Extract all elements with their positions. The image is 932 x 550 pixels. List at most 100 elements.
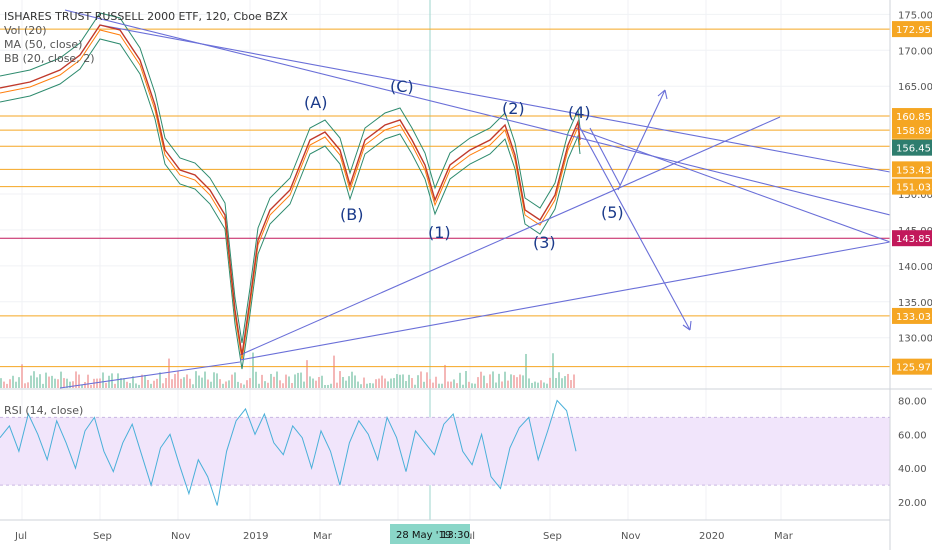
- volume-bar: [513, 375, 515, 388]
- volume-bar: [210, 381, 212, 388]
- volume-bar: [54, 378, 56, 388]
- volume-bar: [387, 381, 389, 388]
- volume-bar: [195, 371, 197, 388]
- volume-bar: [177, 371, 179, 388]
- volume-bar: [258, 383, 260, 388]
- volume-bar: [567, 373, 569, 388]
- level-badge: [892, 161, 932, 178]
- volume-bar: [6, 383, 8, 388]
- volume-bar: [351, 371, 353, 388]
- legend-volume[interactable]: Vol (20): [4, 24, 47, 37]
- volume-bar: [558, 372, 560, 388]
- volume-bar: [372, 383, 374, 388]
- level-badge: [892, 122, 932, 139]
- volume-bar: [321, 375, 323, 388]
- volume-bar: [540, 380, 542, 388]
- volume-bar: [378, 378, 380, 388]
- level-badge: [892, 307, 932, 324]
- volume-bar: [414, 384, 416, 388]
- level-badge: [892, 178, 932, 195]
- volume-bar: [270, 373, 272, 388]
- trendline: [99, 24, 891, 173]
- volume-bar: [183, 377, 185, 388]
- volume-bar: [225, 381, 227, 388]
- volume-bar: [66, 378, 68, 388]
- volume-bar: [423, 381, 425, 388]
- volume-bar: [408, 374, 410, 388]
- volume-bar: [537, 382, 539, 388]
- volume-bar: [213, 372, 215, 388]
- volume-bar: [180, 378, 182, 388]
- level-label: 151.03: [896, 183, 931, 194]
- volume-bar: [459, 372, 461, 388]
- volume-bar: [165, 378, 167, 388]
- volume-bar: [276, 371, 278, 388]
- volume-bar: [201, 377, 203, 388]
- wave-label: (3): [533, 233, 556, 252]
- volume-bar: [24, 383, 26, 388]
- x-tick-label: Mar: [774, 531, 794, 542]
- rsi-legend[interactable]: RSI (14, close): [4, 404, 84, 417]
- volume-bar: [234, 372, 236, 388]
- trendline: [589, 127, 621, 186]
- volume-bar: [516, 377, 518, 388]
- legend-ma[interactable]: MA (50, close): [4, 38, 83, 51]
- volume-bar: [453, 379, 455, 388]
- rsi-tick-label: 40.00: [898, 464, 927, 475]
- volume-bar: [405, 381, 407, 388]
- volume-bar: [546, 383, 548, 388]
- volume-bar: [33, 371, 35, 388]
- level-label: 133.03: [896, 312, 931, 323]
- volume-bar: [189, 378, 191, 388]
- volume-bar: [462, 384, 464, 388]
- volume-bar: [249, 378, 251, 388]
- volume-bar: [489, 374, 491, 388]
- volume-bar: [243, 384, 245, 388]
- volume-bar: [207, 379, 209, 388]
- volume-bar: [426, 372, 428, 388]
- volume-bar: [159, 372, 161, 388]
- volume-bar: [135, 383, 137, 388]
- arrow-head: [657, 89, 668, 100]
- volume-bar: [228, 380, 230, 388]
- volume-bar: [474, 383, 476, 388]
- current-price-badge: [892, 139, 932, 156]
- volume-bar: [483, 375, 485, 388]
- arrow-head: [682, 320, 692, 331]
- volume-bar: [429, 379, 431, 388]
- volume-bar: [375, 379, 377, 388]
- volume-bar: [57, 379, 59, 388]
- volume-bar: [69, 381, 71, 388]
- wave-labels: (A) (B) (C) (1) (2) (3) (4) (5): [304, 77, 624, 252]
- legend-bb[interactable]: BB (20, close, 2): [4, 52, 95, 65]
- volume-bar: [330, 383, 332, 388]
- volume-bar: [384, 378, 386, 388]
- volume-bar: [9, 379, 11, 388]
- wave-label: (A): [304, 93, 327, 112]
- volume-bar: [81, 384, 83, 388]
- volume-bar: [444, 364, 446, 388]
- trendlines: [59, 9, 891, 389]
- wave-label: (1): [428, 223, 451, 242]
- rsi-line: [0, 399, 577, 506]
- volume-bar: [561, 378, 563, 388]
- trendline: [617, 89, 666, 191]
- volume-bar: [477, 377, 479, 388]
- horizontal-levels: [0, 28, 890, 368]
- volume-bar: [186, 374, 188, 388]
- volume-bar: [120, 378, 122, 388]
- volume-bar: [285, 374, 287, 388]
- volume-bar: [441, 383, 443, 388]
- volume-bar: [261, 374, 263, 388]
- volume-bar: [42, 383, 44, 388]
- bollinger-bands: [0, 12, 581, 370]
- volume-bar: [126, 381, 128, 388]
- volume-bar: [153, 380, 155, 388]
- volume-bar: [138, 384, 140, 388]
- volume-bar: [279, 380, 281, 388]
- level-label: 160.85: [896, 112, 931, 123]
- volume-bar: [51, 375, 53, 388]
- volume-bar: [390, 378, 392, 388]
- volume-bar: [0, 378, 2, 388]
